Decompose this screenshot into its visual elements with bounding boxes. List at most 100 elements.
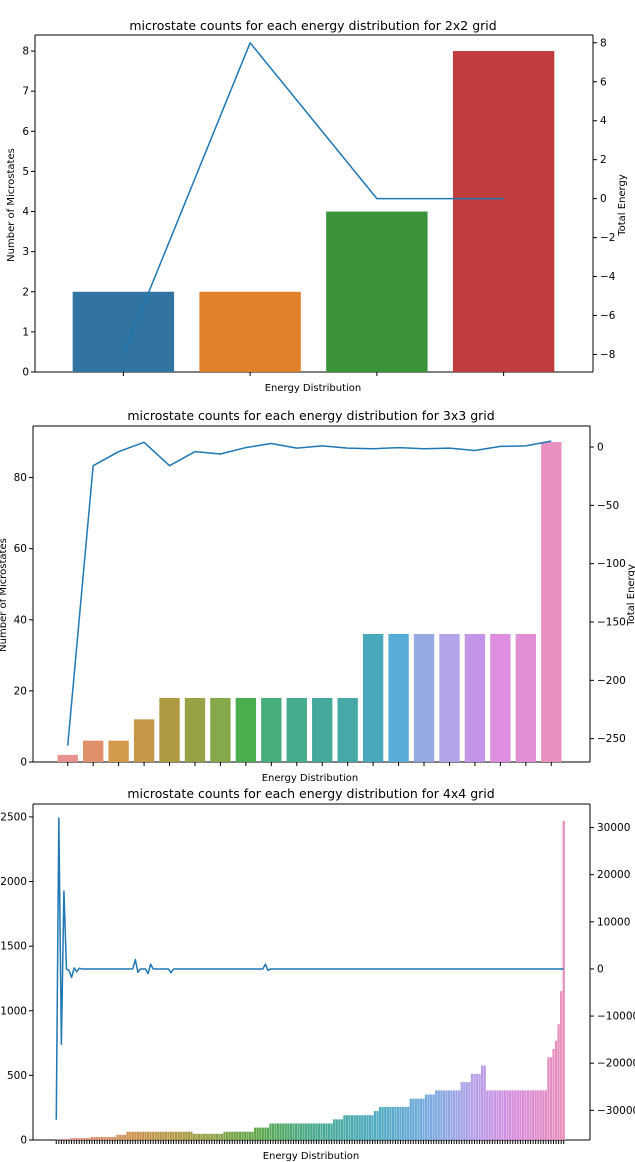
y2-tick-label: −50: [597, 500, 619, 512]
y2-tick-label: 30000: [597, 822, 630, 834]
bar: [271, 1123, 275, 1140]
bar: [353, 1115, 356, 1140]
bar: [379, 1106, 382, 1140]
bar: [286, 698, 307, 762]
bar: [417, 1098, 420, 1140]
y-tick-label: 0: [20, 757, 27, 769]
y-tick-label: 2: [22, 286, 29, 298]
bar: [164, 1131, 168, 1140]
y2-tick-label: 4: [600, 115, 607, 127]
bar: [235, 698, 257, 762]
bar: [90, 1136, 94, 1140]
bar: [343, 1115, 346, 1140]
bar: [511, 1090, 514, 1140]
energy-line: [122, 42, 504, 355]
bar: [200, 1133, 203, 1140]
bar: [169, 1131, 173, 1140]
y-tick-label: 40: [14, 614, 27, 626]
bar: [149, 1131, 152, 1140]
bar: [496, 1090, 499, 1140]
bar: [246, 1131, 249, 1140]
bar: [326, 211, 428, 372]
bar: [141, 1131, 145, 1140]
chart-4x4: microstate counts for each energy distri…: [0, 786, 635, 1162]
y-tick-label: 20: [14, 685, 27, 697]
bar: [312, 1123, 315, 1140]
y2-tick-label: −6: [600, 310, 616, 322]
bar: [307, 1123, 310, 1140]
bar: [541, 442, 562, 762]
bar: [396, 1106, 400, 1140]
bar: [172, 1131, 175, 1140]
bar: [404, 1106, 407, 1140]
bar: [113, 1136, 117, 1140]
y-tick-label: 60: [14, 543, 27, 555]
bar: [157, 1131, 160, 1140]
bar: [516, 1090, 519, 1140]
bar: [422, 1098, 425, 1140]
bar: [218, 1133, 221, 1140]
bar: [85, 1137, 88, 1140]
y-axis-label: Number of Microstates: [0, 538, 9, 652]
bar: [294, 1123, 298, 1140]
bar: [144, 1131, 147, 1140]
bar: [95, 1136, 99, 1140]
bar: [289, 1123, 292, 1140]
bar: [310, 1123, 313, 1140]
y-tick-label: 2000: [0, 876, 27, 888]
bar: [534, 1090, 537, 1140]
bar: [362, 634, 384, 762]
bar: [515, 634, 537, 762]
bar: [274, 1123, 277, 1140]
y2-tick-label: 8: [600, 37, 607, 49]
energy-line: [66, 440, 552, 746]
y-tick-label: 2500: [0, 811, 27, 823]
y2-axis-label: Total Energy: [617, 174, 628, 237]
bar: [529, 1090, 532, 1140]
bars: [72, 51, 555, 376]
bar: [391, 1106, 394, 1140]
bar: [409, 1098, 412, 1140]
bar: [111, 1136, 114, 1140]
x-axis-label: Energy Distribution: [263, 1151, 360, 1162]
bar: [366, 1115, 369, 1140]
bar: [159, 1131, 162, 1140]
bar: [106, 1136, 109, 1140]
bar: [491, 1090, 494, 1140]
bar: [78, 1137, 81, 1140]
bars: [57, 442, 562, 766]
bar: [414, 1098, 417, 1140]
bar: [509, 1090, 512, 1140]
bar: [299, 1123, 303, 1140]
bar: [452, 51, 555, 373]
bar: [195, 1133, 198, 1140]
bar: [427, 1094, 430, 1140]
bar: [57, 754, 78, 762]
bar: [521, 1090, 525, 1140]
y-tick-label: 7: [22, 86, 29, 98]
bar: [381, 1106, 384, 1140]
bar: [129, 1131, 132, 1140]
bar: [236, 1131, 239, 1140]
bar: [488, 1090, 491, 1140]
bar: [547, 1057, 550, 1140]
bar: [103, 1136, 106, 1140]
bar: [394, 1106, 397, 1140]
bar: [539, 1090, 542, 1140]
bar: [124, 1134, 127, 1140]
bar: [345, 1115, 349, 1140]
bar: [70, 1137, 73, 1140]
bar: [154, 1131, 157, 1140]
y-tick-label: 1: [22, 326, 29, 338]
bar: [413, 634, 435, 762]
bars: [55, 820, 565, 1144]
bar: [452, 1090, 456, 1140]
y2-tick-label: 6: [600, 76, 607, 88]
y-axis-label: Number of Microstates: [6, 148, 17, 262]
bar: [330, 1123, 333, 1140]
bar: [233, 1131, 236, 1140]
bar: [376, 1111, 379, 1140]
bar: [399, 1106, 402, 1140]
y2-tick-label: −30000: [597, 1105, 635, 1117]
bar: [256, 1127, 259, 1140]
